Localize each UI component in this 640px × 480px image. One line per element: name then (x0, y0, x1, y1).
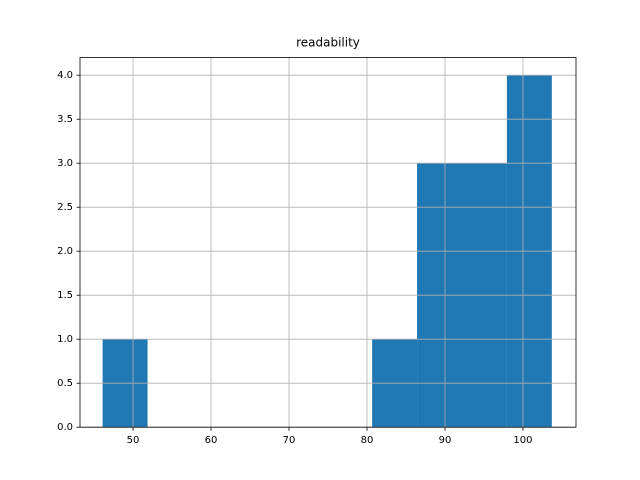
y-tick-label: 0.5 (57, 378, 73, 389)
plot-frame (79, 57, 577, 428)
y-tick-label: 1.0 (57, 334, 73, 345)
x-tick-label: 60 (205, 435, 218, 446)
y-tick-label: 0.0 (57, 422, 73, 433)
y-tick-label: 1.5 (57, 290, 73, 301)
y-tick-label: 4.0 (57, 70, 73, 81)
x-tick-label: 90 (439, 435, 452, 446)
chart-title: readability (296, 36, 360, 50)
y-tick-label: 2.5 (57, 202, 73, 213)
x-tick-label: 70 (283, 435, 296, 446)
y-tick-label: 3.5 (57, 114, 73, 125)
x-tick-label: 50 (127, 435, 140, 446)
x-tick-label: 80 (361, 435, 374, 446)
x-tick-label: 100 (513, 435, 532, 446)
y-tick-label: 2.0 (57, 246, 73, 257)
y-tick-label: 3.0 (57, 158, 73, 169)
